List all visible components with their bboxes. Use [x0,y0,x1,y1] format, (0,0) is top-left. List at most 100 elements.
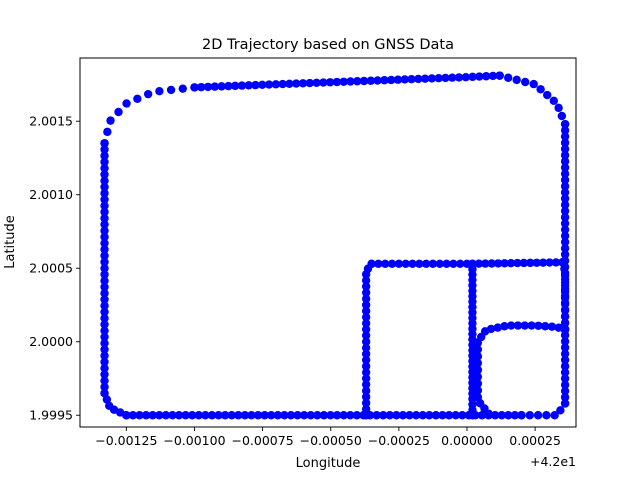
data-point [374,259,383,269]
data-point [477,411,487,420]
data-point [361,337,371,346]
data-point [506,258,516,268]
y-axis-label: Latitude [3,215,18,269]
data-point [100,270,109,279]
data-point [361,300,371,310]
data-point [155,411,164,420]
data-point [100,245,109,254]
data-point [122,99,131,108]
data-point [201,411,210,420]
data-point [441,73,450,83]
data-point [100,164,109,173]
data-point [504,73,513,82]
data-point [560,169,570,179]
data-point [405,411,414,420]
data-point [133,94,142,104]
data-point [473,345,483,354]
data-point [224,81,233,91]
data-point [560,362,570,371]
data-point [100,157,109,167]
data-point [421,259,431,269]
data-point [100,214,109,223]
data-point [513,321,523,330]
data-point [519,258,529,268]
data-point [468,259,477,269]
data-point [554,103,563,113]
data-point [560,237,570,247]
data-point [521,77,530,87]
data-point [431,411,441,420]
data-point [372,411,381,420]
data-point [100,351,109,360]
data-point [100,326,109,335]
data-point [103,127,112,137]
data-point [557,111,567,121]
data-point [542,411,551,420]
data-point [513,258,522,268]
data-point [100,170,109,179]
data-point [545,258,554,267]
data-point [114,107,123,117]
data-point [346,77,355,86]
data-point [280,411,289,420]
data-point [560,380,570,390]
data-point [560,200,570,210]
data-point [100,220,109,229]
data-point [305,78,314,88]
data-point [487,259,496,268]
data-point [560,126,570,135]
data-point [253,411,263,420]
data-point [558,258,567,267]
data-point [373,76,382,85]
data-point [258,80,267,90]
data-point [325,78,335,87]
data-point [475,72,484,81]
data-point [313,411,322,420]
data-point [468,72,477,82]
data-point [500,322,509,331]
data-point [100,195,109,204]
data-point [361,294,371,303]
data-point [100,295,109,304]
data-point [367,259,376,269]
data-point [105,401,114,410]
data-point [100,376,109,385]
data-point [414,74,423,84]
y-tick-label: 2.0005 [29,261,73,276]
data-point [473,372,483,382]
data-point [286,411,296,420]
data-point [100,139,109,148]
data-point [560,325,570,335]
data-point [100,257,109,267]
data-point [292,79,301,88]
data-point [361,306,371,316]
data-point [560,305,570,314]
data-point [230,81,240,91]
data-point [378,411,388,420]
data-point [100,345,109,354]
data-point [560,144,570,154]
data-point [560,244,570,253]
data-point [148,411,157,420]
data-point [380,76,389,85]
data-point [217,82,226,91]
x-axis-offset-label: +4.2e1 [530,454,576,469]
data-point [560,250,570,259]
data-point [490,411,500,420]
data-point [352,411,362,420]
data-point [361,411,371,420]
data-point [418,411,427,420]
data-point [339,411,348,420]
data-point [387,259,397,269]
data-point [543,90,552,100]
chart-title: 2D Trajectory based on GNSS Data [202,37,454,53]
data-point [102,395,112,404]
data-point [100,364,109,373]
data-point [220,411,230,420]
data-point [517,411,526,420]
data-point [100,207,109,217]
data-point [560,298,570,307]
data-point [187,411,197,420]
data-point [168,411,177,420]
